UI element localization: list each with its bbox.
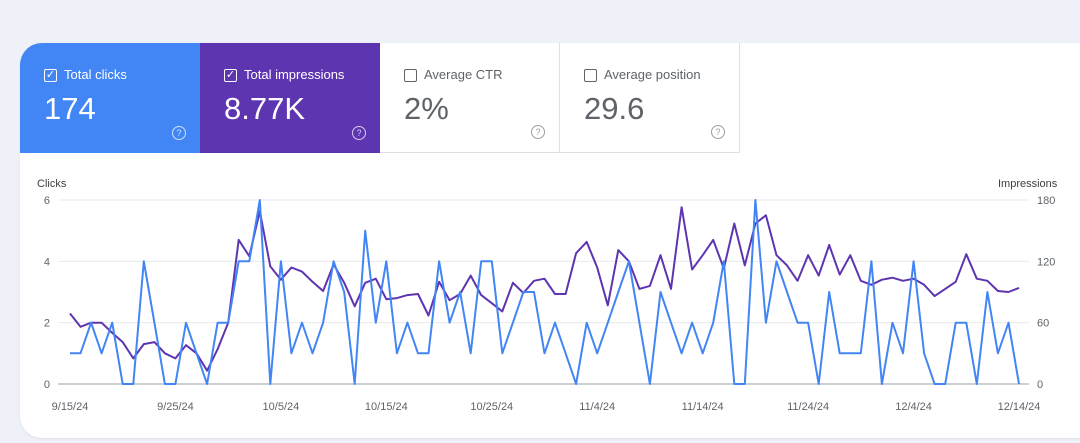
help-icon[interactable]: ? — [531, 125, 545, 139]
metric-value: 8.77K — [224, 91, 306, 126]
checkbox-checked-icon[interactable]: ✓ — [44, 69, 57, 82]
left-tick-label: 6 — [44, 195, 50, 207]
metric-label: Total impressions — [244, 67, 345, 82]
metric-value: 29.6 — [584, 91, 645, 126]
x-tick-label: 10/15/24 — [365, 401, 408, 413]
x-tick-label: 9/25/24 — [157, 401, 194, 413]
right-axis-label: Impressions — [998, 178, 1058, 190]
metric-label: Total clicks — [64, 67, 127, 82]
left-tick-label: 4 — [44, 256, 50, 268]
performance-card: ✓ Total clicks 174 ? ✓ Total impressions… — [20, 43, 1080, 438]
x-tick-label: 9/15/24 — [52, 401, 89, 413]
metric-value: 174 — [44, 91, 96, 126]
metric-tile-average-position[interactable]: Average position 29.6 ? — [560, 43, 740, 153]
series-line-clicks — [70, 199, 1020, 385]
checkbox-checked-icon[interactable]: ✓ — [224, 69, 237, 82]
metric-tile-total-impressions[interactable]: ✓ Total impressions 8.77K ? — [200, 43, 380, 153]
help-icon[interactable]: ? — [172, 126, 186, 140]
x-tick-label: 11/4/24 — [579, 401, 615, 413]
metric-label: Average CTR — [424, 67, 503, 82]
metric-tile-total-clicks[interactable]: ✓ Total clicks 174 ? — [20, 43, 200, 153]
metric-label: Average position — [604, 67, 701, 82]
metric-tile-average-ctr[interactable]: Average CTR 2% ? — [380, 43, 560, 153]
left-axis-label: Clicks — [37, 178, 67, 190]
x-tick-label: 12/4/24 — [895, 401, 932, 413]
right-tick-label: 120 — [1037, 256, 1055, 268]
series-line-impressions — [69, 206, 1020, 372]
x-tick-label: 11/14/24 — [682, 401, 724, 413]
right-tick-label: 180 — [1037, 195, 1055, 207]
x-tick-label: 10/5/24 — [263, 401, 300, 413]
metric-value: 2% — [404, 91, 449, 126]
x-tick-label: 11/24/24 — [787, 401, 829, 413]
left-tick-label: 0 — [44, 379, 50, 391]
right-tick-label: 60 — [1037, 318, 1049, 330]
help-icon[interactable]: ? — [352, 126, 366, 140]
x-tick-label: 10/25/24 — [470, 401, 513, 413]
left-tick-label: 2 — [44, 318, 50, 330]
help-icon[interactable]: ? — [711, 125, 725, 139]
metric-tiles: ✓ Total clicks 174 ? ✓ Total impressions… — [20, 43, 740, 153]
checkbox-unchecked-icon[interactable] — [584, 69, 597, 82]
checkbox-unchecked-icon[interactable] — [404, 69, 417, 82]
x-tick-label: 12/14/24 — [998, 401, 1041, 413]
right-tick-label: 0 — [1037, 379, 1043, 391]
